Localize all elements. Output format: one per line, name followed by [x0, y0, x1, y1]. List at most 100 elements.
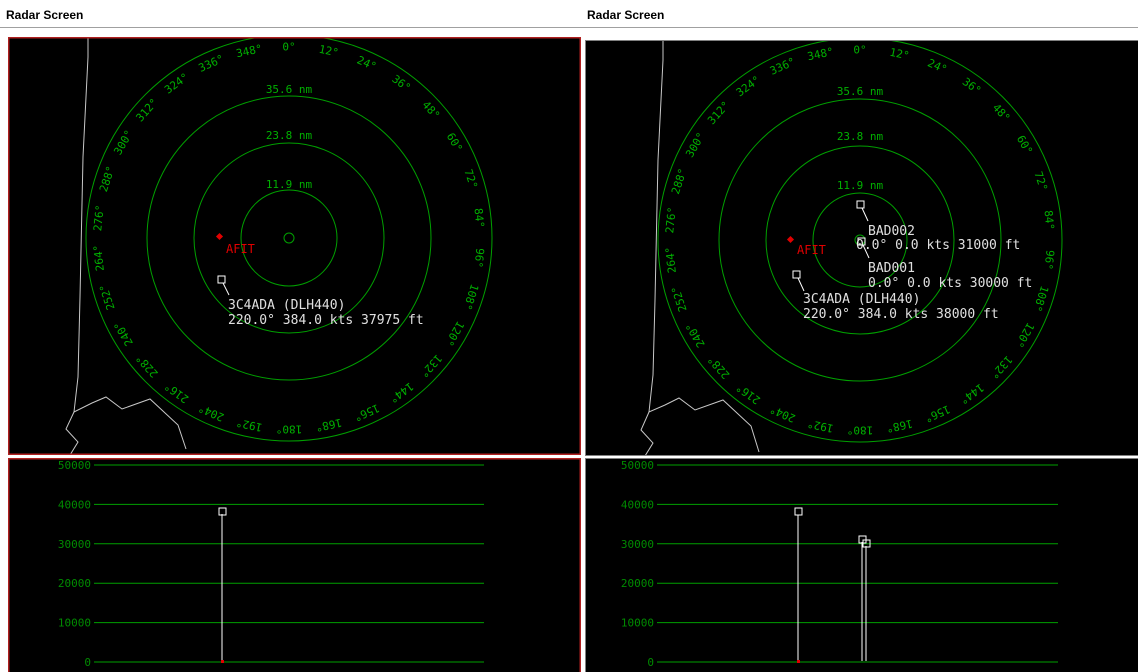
altitude-tick-label: 20000 [58, 577, 91, 590]
altitude-stick[interactable] [218, 507, 227, 663]
bearing-label: 12° [888, 46, 910, 63]
bearing-label: 72° [1031, 170, 1050, 193]
bearing-label: 192° [235, 416, 264, 434]
altitude-profile[interactable]: 50000 40000 30000 20000 10000 0 [8, 458, 581, 672]
altitude-stick[interactable] [862, 539, 871, 661]
target-info: 0.0° 0.0 kts 31000 ft [856, 238, 1020, 253]
target-callsign: 3C4ADA (DLH440) [803, 292, 920, 307]
leader-line [862, 244, 870, 259]
range-ring-label: 11.9 nm [837, 179, 884, 192]
altitude-tick-label: 10000 [621, 617, 654, 630]
bearing-label: 72° [461, 168, 480, 191]
bearing-label: 84° [471, 207, 486, 228]
altitude-marker[interactable] [862, 539, 871, 548]
radar-scope[interactable]: 35.6 nm 23.8 nm 11.9 nm 0° 12°24°36°48°60… [585, 40, 1138, 456]
inactive-border [585, 40, 1138, 456]
radar-scope[interactable]: 35.6 nm 23.8 nm 11.9 nm 0° 12°24°36°48°60… [8, 37, 581, 455]
bearing-label: 264° [663, 246, 679, 274]
target-symbol[interactable] [792, 270, 801, 279]
bearing-label: 12° [318, 43, 340, 60]
active-border [8, 458, 581, 672]
range-ring-outer [85, 37, 493, 442]
altitude-grid: 50000 40000 30000 20000 10000 0 [621, 459, 1058, 669]
target-info: 220.0° 384.0 kts 37975 ft [228, 313, 424, 328]
altitude-stick[interactable] [794, 507, 803, 663]
target-symbol[interactable] [217, 275, 226, 284]
bearing-label: 180° [276, 423, 303, 436]
range-ring [193, 142, 385, 334]
station-marker [215, 232, 224, 241]
altitude-background [8, 458, 581, 672]
altitude-tick-label: 50000 [621, 459, 654, 472]
coastline [640, 411, 654, 456]
aircraft-target[interactable]: 3C4ADA (DLH440) 220.0° 384.0 kts 37975 f… [217, 275, 424, 328]
target-callsign: BAD002 [868, 224, 915, 239]
bearing-label: 192° [806, 417, 835, 435]
active-border [8, 37, 581, 455]
window-title: Radar Screen [6, 8, 84, 22]
range-ring [146, 95, 432, 381]
station-label: AFIT [226, 242, 255, 256]
bearing-label: 96° [1041, 249, 1056, 270]
range-ring-label: 23.8 nm [266, 129, 313, 142]
altitude-tick-label: 10000 [58, 617, 91, 630]
range-ring [718, 98, 1002, 382]
aircraft-target[interactable]: BAD001 0.0° 0.0 kts 30000 ft [857, 237, 1032, 291]
altitude-grid: 50000 40000 30000 20000 10000 0 [58, 459, 484, 669]
target-callsign: 3C4ADA (DLH440) [228, 298, 345, 313]
leader-line [861, 207, 869, 222]
altitude-marker[interactable] [218, 507, 227, 516]
altitude-tick-label: 0 [84, 656, 91, 669]
bearing-label: 0° [282, 41, 295, 54]
altitude-tick-label: 0 [647, 656, 654, 669]
bearing-label: 0° [853, 44, 866, 57]
target-symbol[interactable] [857, 237, 866, 246]
target-info: 220.0° 384.0 kts 38000 ft [803, 307, 999, 322]
target-symbol[interactable] [856, 200, 865, 209]
station-marker [786, 235, 795, 244]
title-bar: Radar Screen [0, 0, 581, 28]
altitude-profile[interactable]: 50000 40000 30000 20000 10000 0 [585, 458, 1138, 672]
scope-background [8, 37, 581, 455]
bearing-label: 84° [1041, 210, 1056, 231]
bearing-label: 168° [314, 416, 343, 434]
altitude-tick-label: 30000 [621, 538, 654, 551]
bearing-label: 348° [806, 45, 835, 63]
bearing-label: 96° [471, 247, 486, 268]
bearing-label: 276° [91, 204, 107, 232]
range-ring-outer [657, 40, 1063, 443]
altitude-tick-label: 30000 [58, 538, 91, 551]
coastline [648, 40, 760, 453]
range-ring-label: 35.6 nm [837, 85, 884, 98]
bearing-label: 180° [847, 424, 874, 437]
coastline [65, 411, 79, 455]
radar-center [283, 232, 295, 244]
leader-line [222, 282, 230, 296]
ground-marker [221, 660, 224, 663]
scope-background [585, 40, 1138, 456]
bearing-label: 348° [235, 42, 264, 60]
window-title: Radar Screen [587, 8, 665, 22]
range-ring [765, 145, 955, 335]
inactive-border [585, 458, 1138, 672]
range-ring [812, 192, 908, 288]
bearing-label: 168° [885, 417, 914, 435]
range-ring-label: 35.6 nm [266, 83, 313, 96]
ground-marker [797, 660, 800, 663]
station-label: AFIT [797, 243, 826, 257]
radar-panel-left: Radar Screen 35.6 nm 23.8 nm 11.9 nm 0° 1… [0, 0, 581, 672]
bearing-label: 276° [663, 206, 679, 234]
leader-line [797, 277, 805, 292]
altitude-tick-label: 40000 [58, 498, 91, 511]
range-ring-label: 23.8 nm [837, 130, 884, 143]
bearing-label: 264° [91, 244, 107, 272]
coastline [73, 37, 187, 450]
altitude-tick-label: 40000 [621, 498, 654, 511]
range-ring-label: 11.9 nm [266, 178, 313, 191]
aircraft-target[interactable]: BAD002 0.0° 0.0 kts 31000 ft [856, 200, 1020, 253]
aircraft-target[interactable]: 3C4ADA (DLH440) 220.0° 384.0 kts 38000 f… [792, 270, 999, 322]
radar-panel-right: Radar Screen 35.6 nm 23.8 nm 11.9 nm 0° 1… [581, 0, 1138, 672]
altitude-tick-label: 50000 [58, 459, 91, 472]
altitude-marker[interactable] [794, 507, 803, 516]
target-info: 0.0° 0.0 kts 30000 ft [868, 276, 1032, 291]
